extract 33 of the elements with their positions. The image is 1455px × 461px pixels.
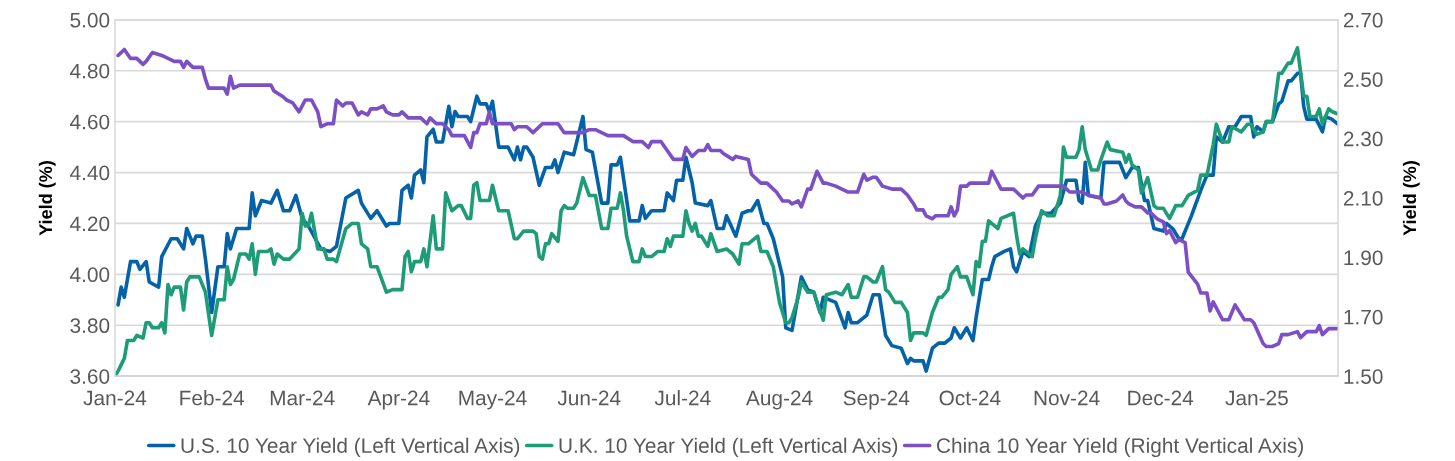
x-tick-label: Dec-24 [1128, 390, 1194, 406]
y2-axis-title: Yield (%) [1402, 161, 1420, 236]
y-tick-label: 3.60 [70, 369, 110, 384]
y2-tick-label: 1.70 [1344, 309, 1383, 325]
x-tick-label: Feb-24 [180, 390, 245, 406]
y-tick-label: 5.00 [70, 12, 110, 28]
x-tick-label: Mar-24 [270, 390, 335, 406]
y-tick-label: 3.80 [70, 318, 110, 334]
x-tick-label: Jun-24 [557, 390, 621, 406]
x-tick-label: Apr-24 [367, 390, 430, 410]
x-tick-label: Sep-24 [843, 390, 910, 410]
y-tick-label: 4.60 [70, 114, 110, 130]
x-tick-label: Jul-24 [654, 390, 711, 406]
y2-tick-label: 1.90 [1344, 250, 1383, 266]
y-axis-title: Yield (%) [38, 161, 56, 236]
y2-tick-label: 2.30 [1343, 131, 1383, 147]
legend-label: U.K. 10 Year Yield (Left Vertical Axis) [559, 437, 898, 458]
legend-label: U.S. 10 Year Yield (Left Vertical Axis) [181, 437, 520, 458]
x-tick-label: Jan-25 [1225, 390, 1288, 406]
y-tick-label: 4.20 [70, 216, 110, 232]
x-tick-label: Oct-24 [939, 390, 1001, 406]
y2-tick-label: 1.50 [1344, 369, 1383, 384]
y2-tick-label: 2.50 [1343, 72, 1383, 87]
x-tick-label: Jan-24 [83, 390, 147, 406]
y2-tick-label: 2.10 [1343, 191, 1383, 206]
y-tick-label: 4.40 [70, 165, 110, 181]
legend-label: China 10 Year Yield (Right Vertical Axis) [937, 437, 1303, 458]
y-tick-label: 4.00 [70, 267, 110, 283]
x-tick-label: Aug-24 [745, 390, 813, 410]
y-tick-label: 4.80 [70, 63, 110, 79]
x-tick-label: May-24 [459, 390, 527, 410]
x-tick-label: Nov-24 [1034, 390, 1100, 406]
y2-tick-label: 2.70 [1343, 12, 1383, 28]
